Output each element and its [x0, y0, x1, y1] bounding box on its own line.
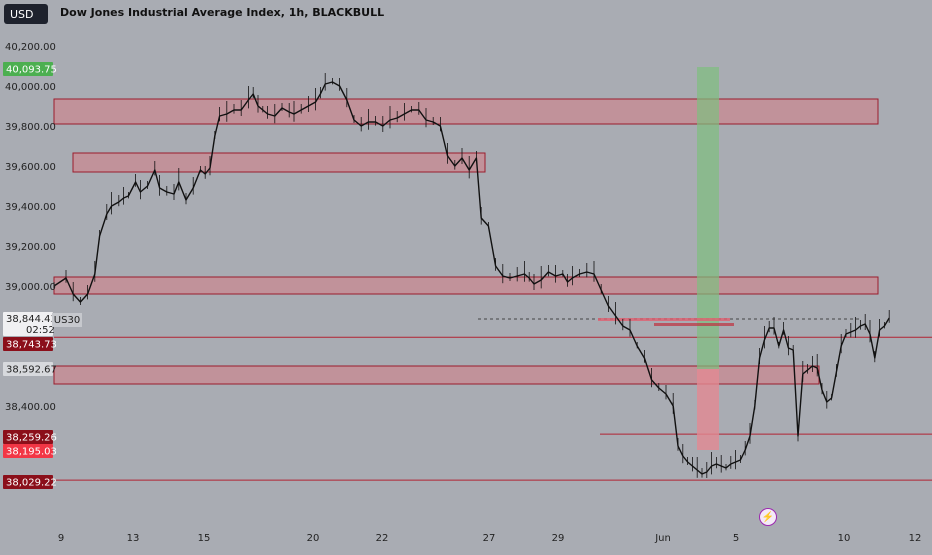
level-3-badge: 38,259.26 — [6, 433, 57, 444]
level-2-badge: 38,592.67 — [6, 365, 57, 376]
y-tick-label: 38,400.00 — [5, 402, 56, 413]
series-line-2 — [672, 317, 890, 475]
level-4-badge-bg — [3, 444, 53, 458]
level-3-badge-bg — [3, 430, 53, 444]
countdown-badge: 02:52 — [26, 325, 55, 336]
x-tick-label: 22 — [376, 533, 389, 544]
level-5-badge-bg — [3, 475, 53, 489]
currency-label: USD — [10, 7, 34, 21]
y-tick-label: 39,400.00 — [5, 202, 56, 213]
x-tick-label: 13 — [127, 533, 140, 544]
time-axis[interactable]: 9 13 15 20 22 27 29 Jun 5 10 12 — [58, 533, 922, 544]
x-tick-label: 29 — [552, 533, 565, 544]
price-series — [53, 73, 890, 478]
x-tick-label: 9 — [58, 533, 64, 544]
trade-position-tool[interactable] — [598, 67, 734, 450]
level-2-badge-bg — [3, 362, 53, 376]
level-4-badge: 38,195.03 — [6, 447, 57, 458]
zone-1 — [53, 98, 879, 125]
x-tick-label: 5 — [733, 533, 739, 544]
loss-zone — [697, 369, 719, 450]
current-price-badge-bg — [3, 312, 53, 336]
chart-title: Dow Jones Industrial Average Index, 1h, … — [60, 6, 385, 19]
zone-3 — [53, 276, 879, 295]
series-line-1 — [53, 81, 674, 407]
x-tick-label: 12 — [909, 533, 922, 544]
x-tick-label: 27 — [483, 533, 496, 544]
symbol-label: US30 — [52, 313, 82, 327]
entry-line — [654, 323, 734, 326]
profit-zone — [697, 67, 719, 369]
y-tick-label: 40,000.00 — [5, 82, 56, 93]
zone-2 — [72, 152, 486, 173]
currency-selector[interactable]: USD — [4, 4, 48, 24]
level-1-badge-bg — [3, 337, 53, 351]
y-tick-label: 39,800.00 — [5, 122, 56, 133]
current-price-badge: 38,844.43 — [6, 314, 57, 325]
level-5-badge: 38,029.22 — [6, 478, 57, 489]
supply-demand-zones — [53, 98, 879, 385]
x-tick-label: 15 — [198, 533, 211, 544]
x-tick-label: 10 — [838, 533, 851, 544]
price-axis[interactable]: 40,200.00 40,000.00 39,800.00 39,600.00 39,4… — [5, 42, 56, 413]
y-tick-label: 40,200.00 — [5, 42, 56, 53]
x-tick-label: Jun — [654, 533, 671, 544]
x-tick-label: 20 — [307, 533, 320, 544]
last-price-badge-bg — [3, 62, 53, 76]
y-tick-label: 39,200.00 — [5, 242, 56, 253]
level-1-badge: 38,743.73 — [6, 340, 57, 351]
entry-band — [598, 318, 730, 321]
y-tick-label: 39,600.00 — [5, 162, 56, 173]
y-tick-label: 39,000.00 — [5, 282, 56, 293]
lightning-bolt-icon[interactable]: ⚡ — [759, 508, 777, 526]
last-price-badge: 40,093.75 — [6, 65, 57, 76]
